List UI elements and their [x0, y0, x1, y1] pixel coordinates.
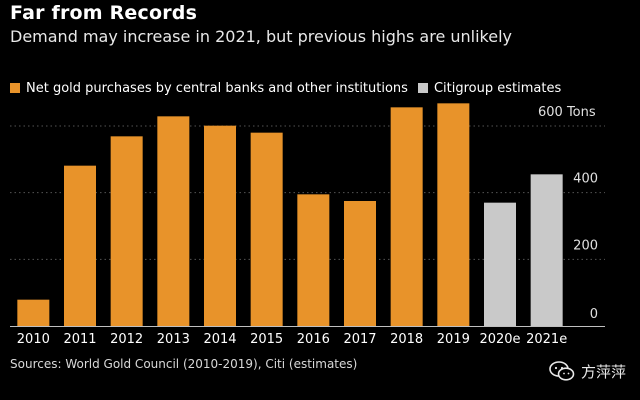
bar-2019: [437, 103, 470, 326]
chart-legend: Net gold purchases by central banks and …: [10, 79, 571, 97]
x-tick-label-2017: 2017: [343, 332, 376, 347]
x-tick-label-2011: 2011: [63, 332, 96, 347]
y-tick-label-200: 200: [573, 238, 598, 253]
wechat-icon: [549, 361, 575, 381]
bar-2017: [344, 201, 376, 326]
chart-subtitle: Demand may increase in 2021, but previou…: [10, 27, 513, 46]
x-tick-label-2013: 2013: [157, 332, 190, 347]
bar-2020e: [484, 202, 516, 326]
x-tick-label-2016: 2016: [297, 332, 330, 347]
bar-2012: [110, 136, 143, 326]
legend-swatch-actual: [10, 83, 20, 93]
x-tick-label-2018: 2018: [390, 332, 423, 347]
x-tick-label-2021e: 2021e: [526, 332, 567, 347]
x-tick-label-2012: 2012: [110, 332, 143, 347]
bar-2018: [390, 107, 423, 326]
legend-item-estimate: Citigroup estimates: [417, 80, 562, 96]
source-note: Sources: World Gold Council (2010-2019),…: [10, 357, 358, 371]
y-tick-label-0: 0: [590, 307, 598, 322]
bar-2013: [157, 116, 190, 326]
x-tick-label-2019: 2019: [437, 332, 470, 347]
bar-2021e: [530, 174, 563, 326]
bar-2014: [204, 125, 236, 327]
bar-2010: [17, 299, 50, 326]
legend-item-actual: Net gold purchases by central banks and …: [10, 81, 408, 96]
x-tick-label-2014: 2014: [203, 332, 236, 347]
bar-2011: [64, 165, 96, 326]
chart-title: Far from Records: [10, 2, 198, 24]
bar-2016: [297, 194, 330, 326]
y-tick-label-400: 400: [573, 172, 598, 187]
watermark-text: 方萍萍: [580, 362, 626, 381]
bar-2015: [250, 132, 283, 326]
x-tick-label-2020e: 2020e: [479, 332, 520, 347]
y-tick-label-600: 600 Tons: [538, 105, 596, 120]
watermark: 方萍萍: [549, 360, 626, 382]
legend-label-estimate: Citigroup estimates: [433, 80, 562, 96]
x-tick-label-2010: 2010: [17, 332, 50, 347]
legend-swatch-estimate: [417, 83, 428, 93]
legend-label-actual: Net gold purchases by central banks and …: [26, 80, 408, 96]
x-tick-label-2015: 2015: [250, 332, 283, 347]
